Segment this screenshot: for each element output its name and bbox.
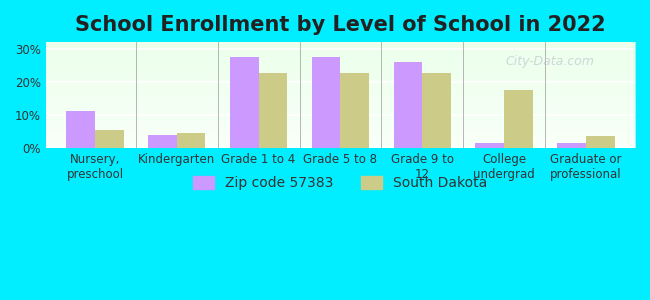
Bar [66,112,95,148]
Bar [504,90,533,148]
Bar [557,143,586,148]
Bar [259,74,287,148]
Bar [148,135,177,148]
Text: City-Data.com: City-Data.com [506,55,594,68]
Bar [341,74,369,148]
Legend: Zip code 57383, South Dakota: Zip code 57383, South Dakota [188,171,493,196]
Bar [475,143,504,148]
Bar [394,62,422,148]
Bar [586,136,614,148]
Bar [422,74,451,148]
Bar [312,57,341,148]
Bar [230,57,259,148]
Bar [95,130,124,148]
Bar [177,133,205,148]
Title: School Enrollment by Level of School in 2022: School Enrollment by Level of School in … [75,15,606,35]
